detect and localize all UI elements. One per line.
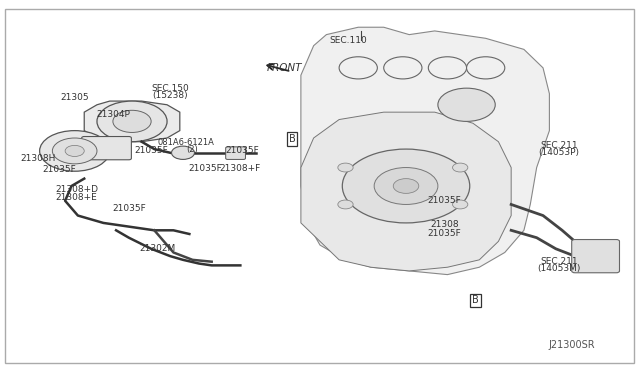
Circle shape	[97, 101, 167, 142]
Text: (14053P): (14053P)	[538, 148, 579, 157]
Text: SEC.110: SEC.110	[330, 36, 367, 45]
Text: (2): (2)	[187, 145, 198, 154]
Text: 21035F: 21035F	[134, 147, 168, 155]
Text: (15238): (15238)	[152, 91, 188, 100]
Text: SEC.211: SEC.211	[540, 141, 578, 150]
Text: J21300SR: J21300SR	[548, 340, 595, 350]
Polygon shape	[301, 27, 549, 275]
Text: 21035F: 21035F	[112, 203, 146, 213]
Text: 21308H: 21308H	[20, 154, 56, 163]
Circle shape	[438, 88, 495, 121]
Text: 21308+E: 21308+E	[56, 193, 97, 202]
Circle shape	[384, 57, 422, 79]
Text: 21035F: 21035F	[188, 164, 222, 173]
Text: 21304P: 21304P	[96, 109, 130, 119]
Text: B: B	[289, 134, 295, 144]
Circle shape	[40, 131, 109, 171]
Circle shape	[339, 57, 378, 79]
Text: 21308+F: 21308+F	[220, 164, 261, 173]
Text: 21035F: 21035F	[225, 147, 259, 155]
Text: (14053M): (14053M)	[537, 264, 580, 273]
FancyBboxPatch shape	[572, 240, 620, 273]
Text: 21308+D: 21308+D	[55, 185, 98, 194]
Circle shape	[452, 163, 468, 172]
Circle shape	[338, 200, 353, 209]
Circle shape	[342, 149, 470, 223]
Polygon shape	[301, 112, 511, 271]
Polygon shape	[84, 101, 180, 142]
Text: 21302M: 21302M	[140, 244, 175, 253]
Text: SEC.211: SEC.211	[540, 257, 578, 266]
Circle shape	[467, 57, 505, 79]
Circle shape	[172, 146, 195, 160]
Text: FRONT: FRONT	[268, 63, 303, 73]
Text: 081A6-6121A: 081A6-6121A	[157, 138, 214, 147]
FancyBboxPatch shape	[226, 147, 246, 160]
Text: 21035F: 21035F	[428, 230, 461, 238]
Circle shape	[113, 110, 151, 132]
FancyBboxPatch shape	[82, 137, 131, 160]
Text: 21305: 21305	[60, 93, 89, 102]
Circle shape	[428, 57, 467, 79]
Circle shape	[394, 179, 419, 193]
Circle shape	[65, 145, 84, 157]
Circle shape	[452, 200, 468, 209]
Circle shape	[52, 138, 97, 164]
Text: 21308: 21308	[430, 220, 459, 229]
Text: SEC.150: SEC.150	[152, 84, 189, 93]
Text: B: B	[472, 295, 479, 305]
Circle shape	[338, 163, 353, 172]
Text: 21035F: 21035F	[428, 196, 461, 205]
Text: 21035F: 21035F	[42, 165, 76, 174]
Circle shape	[374, 167, 438, 205]
